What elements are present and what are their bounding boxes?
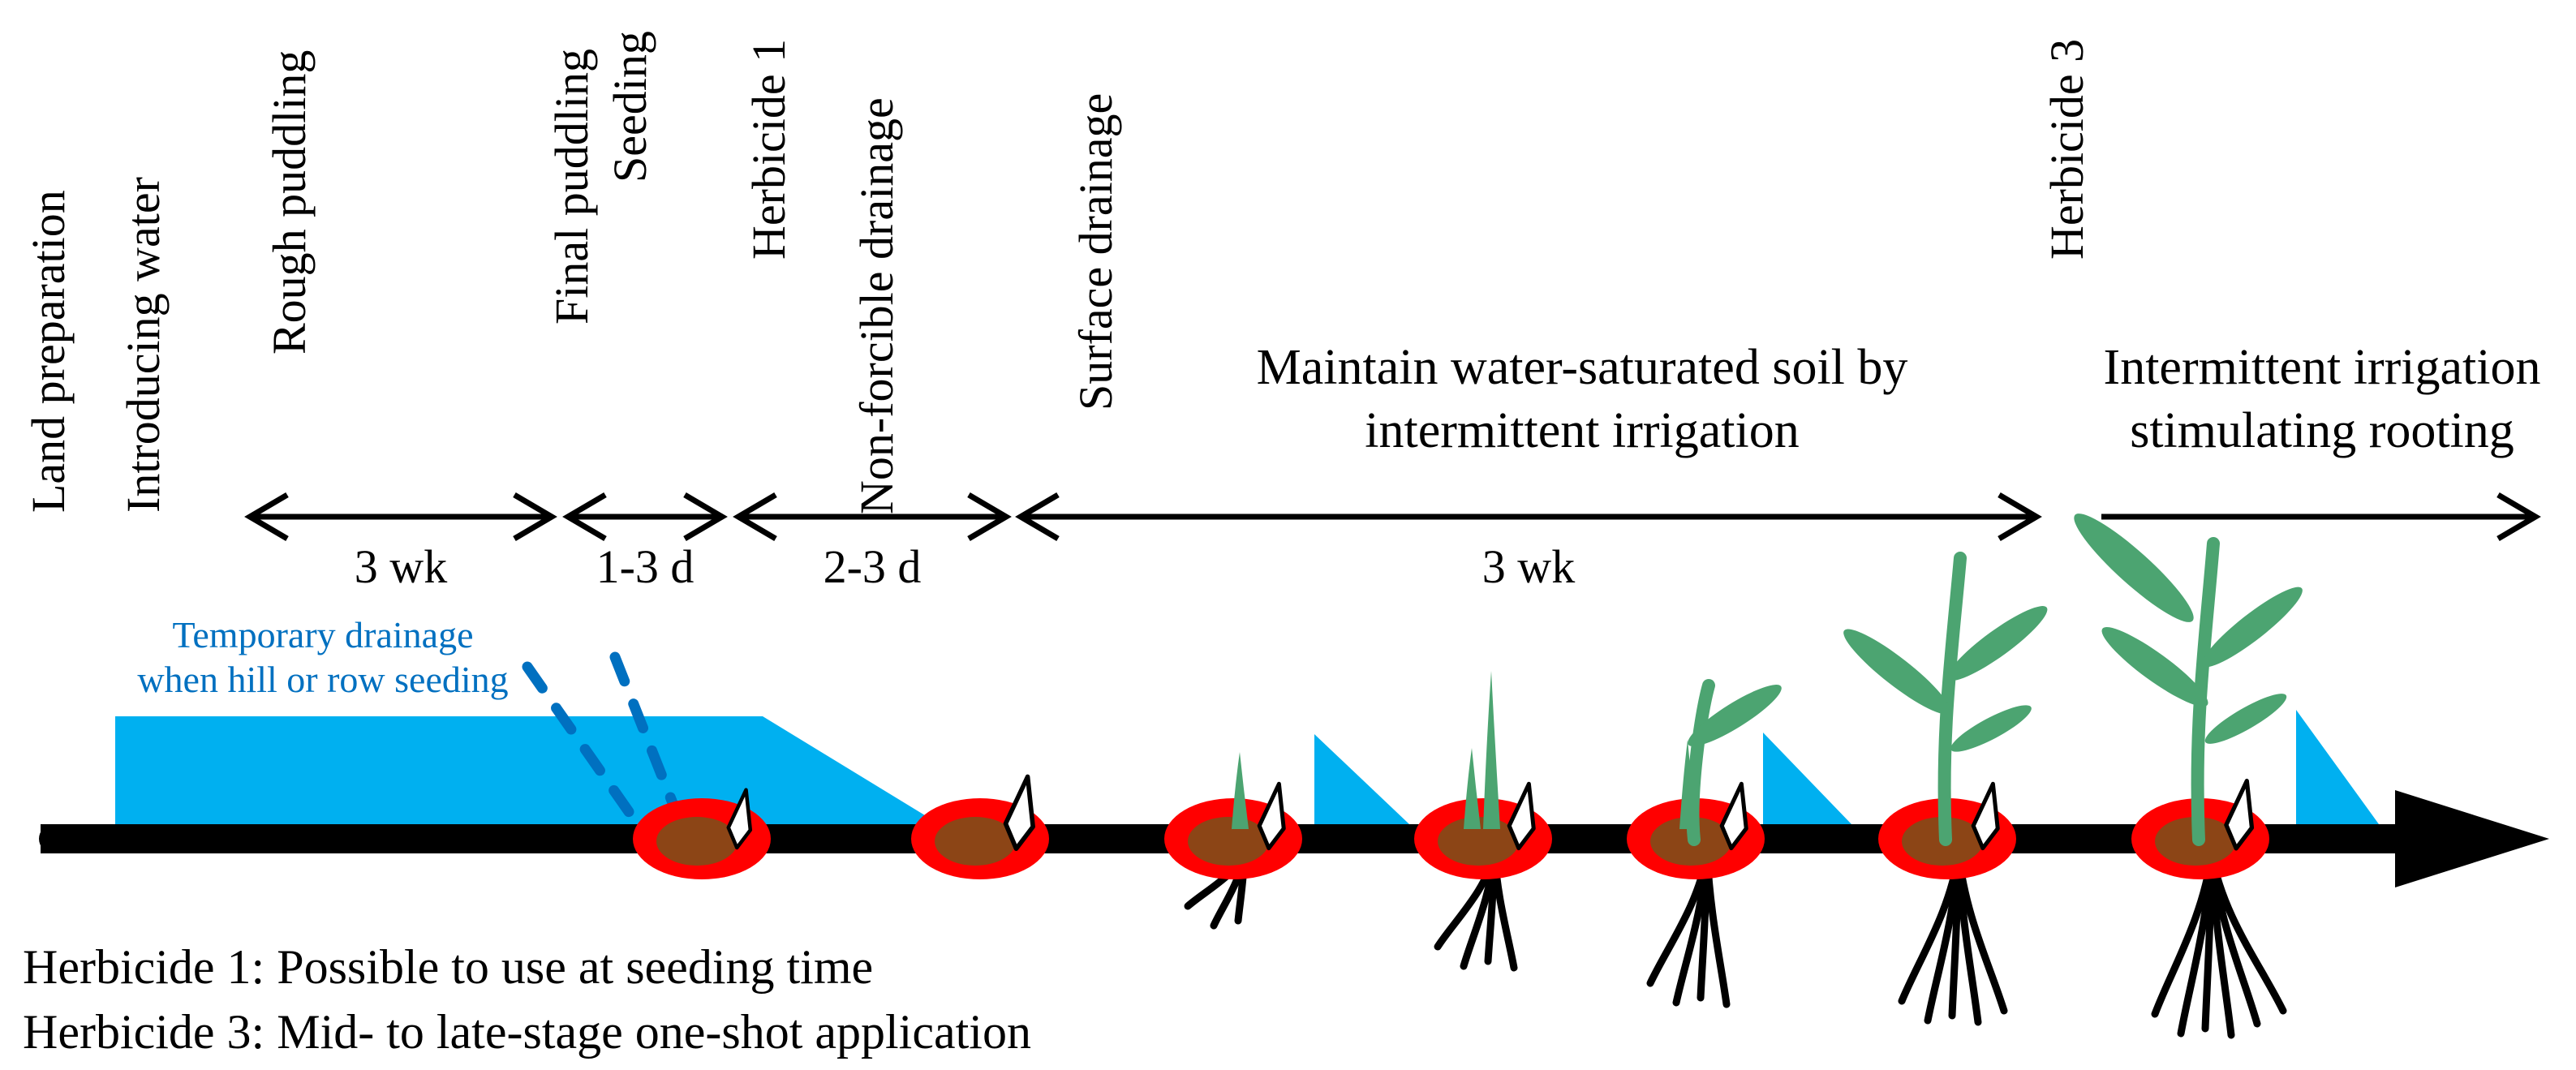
temporary-drainage-pointer-1 [522, 661, 641, 827]
event-label-surface-drainage: Surface drainage [1069, 92, 1122, 410]
arrowhead-left-icon [562, 492, 607, 542]
seed-4-first-leaf [1414, 671, 1552, 972]
seed-core-icon [935, 817, 1016, 866]
seed-2-seed-with-germ [911, 774, 1049, 879]
germ-sprout-icon [1719, 781, 1748, 851]
germ-sprout-icon [1507, 781, 1536, 851]
stem-icon [2191, 537, 2220, 846]
phase-note-2-line-1: Intermittent irrigation [2103, 340, 2541, 395]
arrowhead-right-icon [683, 492, 728, 542]
stem-icon [1686, 679, 1715, 846]
event-label-rough-puddling: Rough puddling [263, 49, 316, 355]
timeline-arrowhead-icon [2395, 790, 2549, 887]
leaf-icon [1947, 606, 2048, 681]
phase-note-1-line-1: Maintain water-saturated soil by [1256, 340, 1908, 395]
germ-sprout-icon [2224, 778, 2255, 851]
duration-arrow-1 [244, 492, 557, 542]
leaf-icon [1688, 685, 1782, 746]
duration-label-1: 3 wk [354, 540, 448, 593]
event-label-land-preparation: Land preparation [22, 190, 75, 513]
footnote-1: Herbicide 1: Possible to use at seeding … [23, 940, 874, 994]
arrowhead-right-icon [1998, 492, 2042, 542]
leaf-icon [2204, 694, 2287, 744]
temporary-drainage-note-line-2: when hill or row seeding [137, 659, 509, 700]
event-label-seeding: Seeding [604, 31, 656, 183]
timeline-bar-cap [39, 824, 68, 853]
arrowhead-left-icon [1015, 492, 1060, 542]
temporary-drainage-pointer-2 [609, 651, 682, 817]
seed-6-young-plant [1843, 552, 2048, 1026]
shoot-blade-icon [1464, 748, 1481, 829]
event-label-herbicide-3: Herbicide 3 [2041, 38, 2093, 260]
arrowhead-right-icon [2496, 492, 2541, 542]
shoot-blade-icon [1232, 752, 1249, 829]
water-wedge-icon-3 [2296, 710, 2379, 824]
duration-arrow-4 [1015, 492, 2042, 542]
germ-sprout-icon [1971, 781, 2000, 851]
duration-arrow-3 [733, 492, 1012, 542]
seed-1-seed-with-germ-under-water [633, 788, 771, 879]
arrowhead-left-icon [733, 492, 777, 542]
arrowhead-right-icon [513, 492, 557, 542]
duration-label-4: 3 wk [1482, 540, 1576, 593]
temporary-drainage-note-line-1: Temporary drainage [172, 614, 474, 655]
duration-arrow-2 [562, 492, 728, 542]
phase-note-1-line-2: intermittent irrigation [1365, 403, 1800, 458]
leaf-icon [2074, 514, 2194, 622]
shoot-blade-icon [1483, 671, 1500, 829]
seed-7-tillering-plant [2074, 514, 2303, 1039]
arrowhead-right-icon [967, 492, 1012, 542]
leaf-icon [2202, 587, 2303, 668]
seed-core-icon [656, 817, 738, 866]
stem-icon [1937, 552, 1967, 846]
germ-sprout-icon [726, 788, 753, 850]
leaf-icon [2101, 627, 2208, 707]
footnote-2: Herbicide 3: Mid- to late-stage one-shot… [23, 1005, 1031, 1059]
event-label-final-puddling: Final puddling [545, 49, 598, 324]
water-body [115, 716, 940, 824]
germ-sprout-icon [1257, 781, 1286, 851]
water-wedge-icon-2 [1763, 733, 1851, 824]
seed-5-seedling [1627, 679, 1782, 1008]
event-label-herbicide-1: Herbicide 1 [742, 38, 795, 260]
duration-label-3: 2-3 d [823, 540, 922, 593]
phase-note-2-line-2: stimulating rooting [2130, 403, 2514, 458]
leaf-icon [1950, 705, 2032, 752]
leaf-icon [1843, 629, 1950, 715]
germ-sprout-icon [1003, 774, 1035, 852]
seed-3-germination [1164, 752, 1302, 930]
duration-label-2: 1-3 d [596, 540, 695, 593]
event-label-introducing-water: Introducing water [117, 177, 170, 513]
event-label-non-forcible-drainage: Non-forcible drainage [850, 97, 903, 514]
water-wedge-icon-1 [1314, 734, 1409, 824]
arrowhead-left-icon [244, 492, 289, 542]
duration-arrow-5 [2101, 492, 2541, 542]
